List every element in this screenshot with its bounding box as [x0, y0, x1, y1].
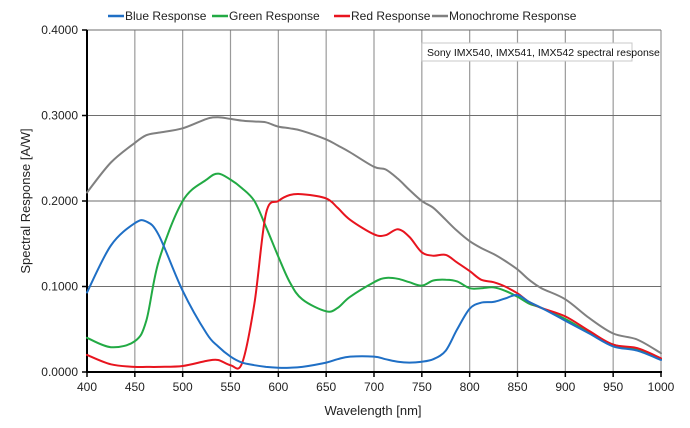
- legend-label: Green Response: [229, 9, 320, 23]
- series-line-green-response: [86, 172, 662, 361]
- y-tick-label: 0.1000: [41, 280, 78, 294]
- annotation-box: Sony IMX540, IMX541, IMX542 spectral res…: [421, 42, 660, 62]
- x-tick-label: 450: [125, 380, 145, 394]
- x-tick-label: 500: [173, 380, 193, 394]
- y-tick-label: 0.0000: [41, 365, 78, 379]
- x-tick-label: 750: [412, 380, 432, 394]
- grid: [87, 29, 662, 372]
- legend-item-monochrome-response: Monochrome Response: [432, 9, 577, 23]
- y-axis-title: Spectral Response [A/W]: [18, 128, 33, 273]
- annotation-frame: [421, 42, 633, 62]
- legend-item-blue-response: Blue Response: [108, 9, 207, 23]
- x-axis-title: Wavelength [nm]: [324, 403, 421, 418]
- legend-label: Monochrome Response: [449, 9, 577, 23]
- legend-item-green-response: Green Response: [212, 9, 320, 23]
- x-tick-label: 900: [555, 380, 575, 394]
- x-tick-label: 950: [603, 380, 623, 394]
- series-lines: [86, 116, 662, 370]
- x-tick-label: 700: [364, 380, 384, 394]
- legend-label: Red Response: [351, 9, 431, 23]
- legend-item-red-response: Red Response: [334, 9, 431, 23]
- legend: Blue Response Green Response Red Response M…: [108, 9, 577, 23]
- y-tick-label: 0.3000: [41, 109, 78, 123]
- y-tick-label: 0.2000: [41, 194, 78, 208]
- annotation-text: Sony IMX540, IMX541, IMX542 spectral res…: [427, 47, 660, 59]
- x-tick-label: 400: [77, 380, 97, 394]
- x-tick-label: 600: [268, 380, 288, 394]
- x-tick-label: 800: [460, 380, 480, 394]
- tick-labels: 400 450 500 550 600 650 700 750 800 850 900 950 1000…: [41, 23, 674, 394]
- legend-label: Blue Response: [125, 9, 207, 23]
- series-line-blue-response: [86, 219, 662, 369]
- x-tick-label: 850: [507, 380, 527, 394]
- series-line-monochrome-response: [86, 116, 662, 355]
- y-tick-label: 0.4000: [41, 23, 78, 37]
- x-tick-label: 650: [316, 380, 336, 394]
- x-tick-label: 1000: [648, 380, 675, 394]
- x-tick-label: 550: [220, 380, 240, 394]
